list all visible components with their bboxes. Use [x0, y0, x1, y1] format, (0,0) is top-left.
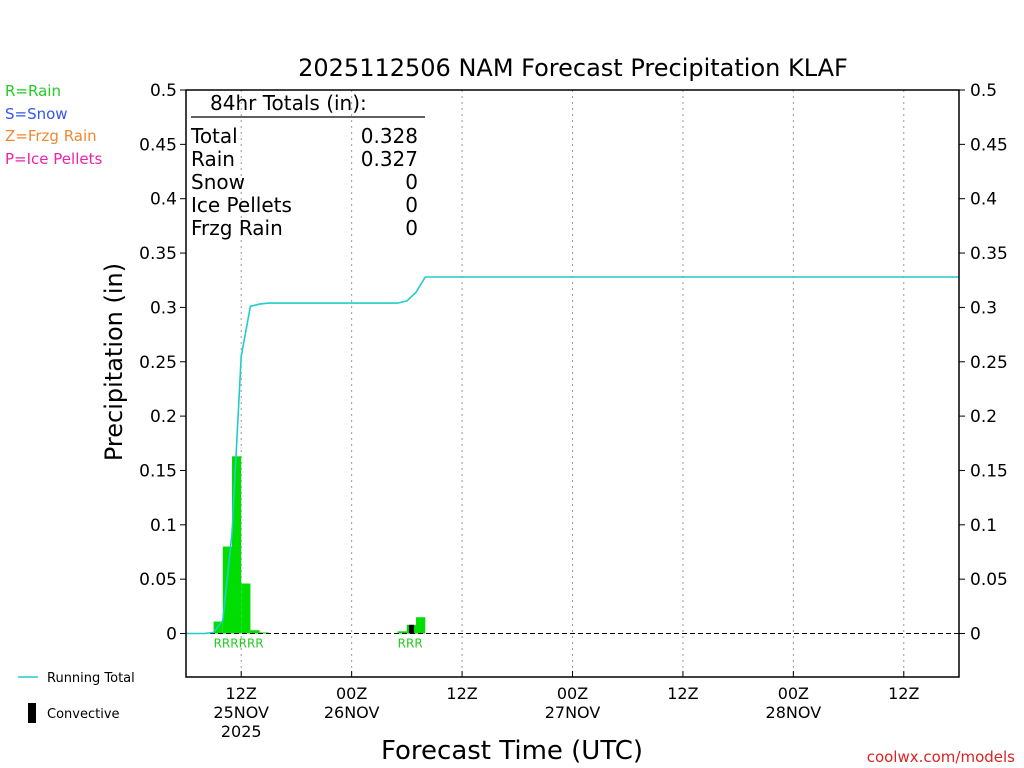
y-tick-label: 0.35 [139, 244, 177, 264]
y-tick-label: 0.35 [970, 244, 1008, 264]
precip-bar [416, 617, 426, 634]
legend-snow: S=Snow [5, 105, 68, 123]
totals-box: 84hr Totals (in): Total 0.328 Rain 0.327… [190, 91, 425, 240]
y-tick-label: 0.25 [139, 353, 177, 373]
precip-bar [250, 630, 260, 634]
y-tick-label: 0.45 [970, 135, 1008, 155]
y-tick-label: 0.05 [139, 570, 177, 590]
totals-header: 84hr Totals (in): [210, 91, 367, 115]
credit-text: coolwx.com/models [867, 748, 1015, 766]
x-tick-label: 00Z [336, 684, 367, 703]
y-tick-label: 0.15 [970, 461, 1008, 481]
convective-bars [408, 624, 414, 634]
x-axis-label: Forecast Time (UTC) [381, 736, 643, 766]
precip-bar [397, 631, 407, 634]
y-tick-label: 0.25 [970, 353, 1008, 373]
legend-frzg-rain: Z=Frzg Rain [5, 127, 97, 145]
precip-bar [232, 456, 242, 634]
totals-snow-value: 0 [405, 170, 418, 194]
y-tick-label: 0.15 [139, 461, 177, 481]
y-tick-label: 0 [970, 625, 981, 645]
totals-rain-label: Rain [191, 147, 235, 171]
totals-total-label: Total [190, 124, 238, 148]
x-tick-label: 12Z [667, 684, 698, 703]
x-tick-label: 26NOV [324, 703, 380, 722]
y-tick-label: 0.2 [150, 407, 177, 427]
y-tick-label: 0.45 [139, 135, 177, 155]
precip-type-label: RRRRRR [214, 637, 264, 651]
x-tick-label: 12Z [226, 684, 257, 703]
convective-legend-label: Convective [47, 707, 120, 722]
x-tick-label: 27NOV [545, 703, 601, 722]
totals-total-value: 0.328 [361, 124, 418, 148]
x-tick-label: 12Z [888, 684, 919, 703]
y-tick-label: 0 [166, 625, 177, 645]
x-tick-label: 25NOV [213, 703, 269, 722]
convective-bar [408, 624, 414, 634]
x-tick-label: 00Z [557, 684, 588, 703]
y-tick-label: 0.05 [970, 570, 1008, 590]
totals-frzg-label: Frzg Rain [191, 216, 283, 240]
y-tick-label: 0.4 [970, 190, 997, 210]
x-tick-label: 28NOV [766, 703, 822, 722]
y-axis-right: 0 0.05 0.1 0.15 0.2 0.25 0.3 0.35 0.4 0.45 0.5 [959, 81, 1008, 645]
type-legend: R=Rain S=Snow Z=Frzg Rain P=Ice Pellets [5, 82, 102, 168]
x-tick-label: 12Z [446, 684, 477, 703]
running-total-legend-label: Running Total [47, 671, 135, 686]
totals-ice-label: Ice Pellets [191, 193, 292, 217]
chart-title: 2025112506 NAM Forecast Precipitation KL… [298, 54, 848, 82]
totals-ice-value: 0 [405, 193, 418, 217]
y-tick-label: 0.5 [150, 81, 177, 101]
precip-type-label: RRR [398, 637, 423, 651]
legend-rain: R=Rain [5, 82, 61, 100]
bottom-legend: Running Total Convective [18, 671, 135, 723]
legend-ice-pellets: P=Ice Pellets [5, 150, 102, 168]
x-tick-label: 00Z [778, 684, 809, 703]
y-tick-label: 0.1 [970, 516, 997, 536]
precip-bar [222, 546, 233, 634]
y-axis-label: Precipitation (in) [100, 263, 128, 461]
y-tick-label: 0.3 [150, 298, 177, 318]
grid-lines [240, 90, 905, 677]
x-tick-label: 2025 [221, 722, 262, 741]
totals-rain-value: 0.327 [361, 147, 418, 171]
totals-frzg-value: 0 [405, 216, 418, 240]
y-axis-left: 0 0.05 0.1 0.15 0.2 0.25 0.3 0.35 0.4 0.45 0.5 [139, 81, 186, 645]
running-total-line [186, 276, 959, 635]
precip-bar [241, 583, 251, 634]
totals-snow-label: Snow [191, 170, 245, 194]
convective-swatch [28, 703, 36, 723]
y-tick-label: 0.2 [970, 407, 997, 427]
precip-type-labels: RRRRRR RRR [214, 637, 423, 651]
y-tick-label: 0.1 [150, 516, 177, 536]
y-tick-label: 0.5 [970, 81, 997, 101]
y-tick-label: 0.3 [970, 298, 997, 318]
precip-bar [259, 632, 269, 634]
y-tick-label: 0.4 [150, 190, 177, 210]
